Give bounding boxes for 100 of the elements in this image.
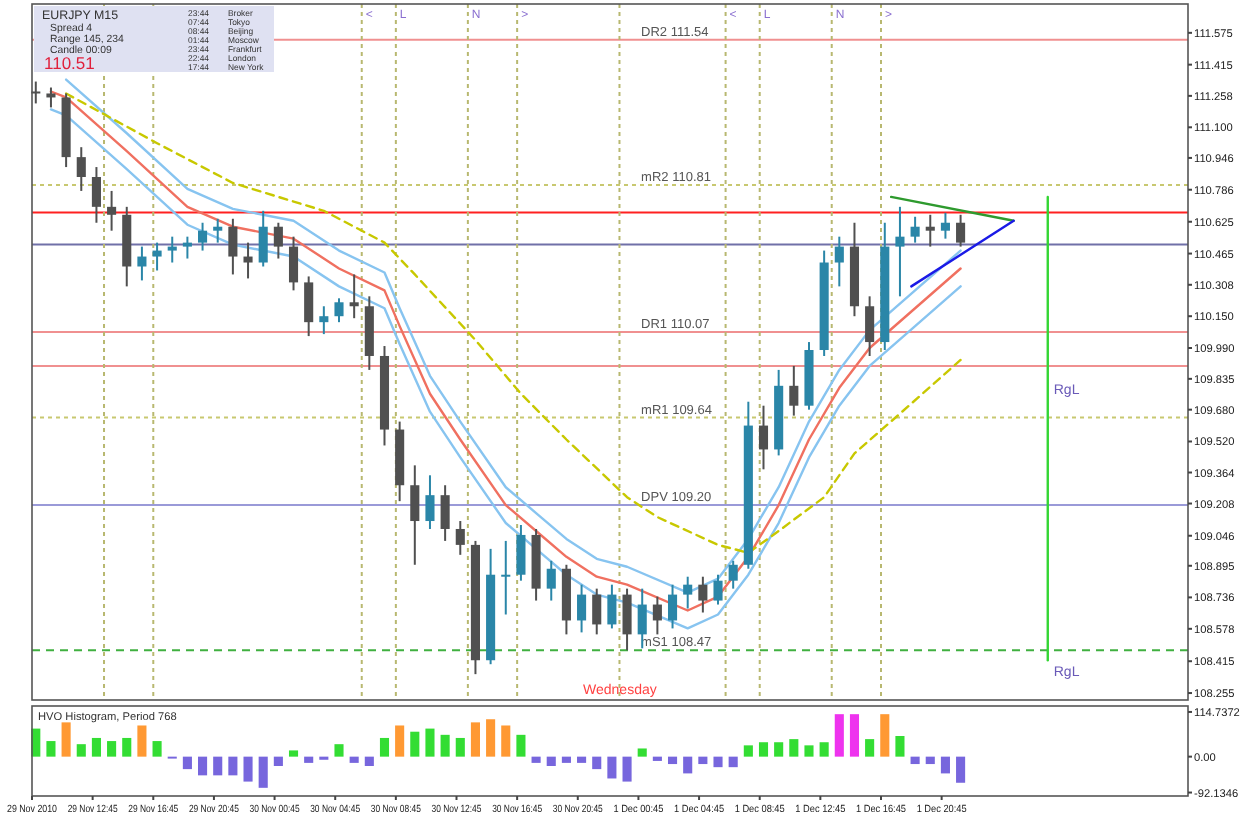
bar (395, 725, 405, 757)
candlestick (213, 217, 223, 244)
bar (46, 741, 56, 757)
bar (743, 745, 753, 757)
bar (577, 756, 587, 763)
candlestick (910, 215, 920, 244)
candlestick (425, 474, 435, 530)
bar (379, 737, 390, 757)
candlestick (577, 583, 587, 634)
candlestick (622, 587, 632, 652)
bar (622, 756, 632, 782)
bar (865, 739, 875, 757)
candlestick (334, 297, 344, 324)
bar (516, 734, 526, 757)
candlestick (516, 524, 526, 582)
candlestick (273, 221, 283, 260)
bar (152, 741, 162, 757)
candlestick (455, 520, 465, 556)
candlestick (834, 235, 844, 288)
bar (698, 756, 708, 765)
bar (304, 756, 314, 763)
bar (198, 756, 208, 776)
bar (243, 756, 253, 782)
bar (410, 731, 420, 757)
candlestick (728, 559, 738, 590)
bar (819, 742, 829, 757)
bar (728, 756, 738, 768)
candlestick (667, 583, 678, 630)
candlestick (440, 484, 450, 542)
candlestick (956, 213, 966, 248)
bar (910, 756, 920, 765)
candlestick (349, 273, 359, 320)
candlestick (789, 364, 799, 417)
candlestick (258, 209, 268, 268)
candlestick (319, 305, 329, 336)
bar (683, 756, 693, 774)
candlestick (683, 575, 693, 610)
candlestick (501, 539, 511, 616)
bar (758, 742, 769, 757)
candlestick (410, 464, 420, 566)
bar (273, 756, 283, 766)
candlestick (607, 583, 617, 630)
candlestick (546, 559, 556, 602)
bar (607, 756, 617, 779)
bar (880, 714, 890, 757)
bar (834, 714, 844, 757)
bar (455, 737, 465, 757)
candlestick (925, 213, 935, 248)
bar (501, 725, 511, 757)
bar (774, 742, 784, 757)
candlestick (652, 595, 662, 636)
bar (107, 741, 117, 757)
candlestick (228, 217, 238, 276)
bar (531, 756, 541, 763)
bar (122, 737, 132, 757)
bar (425, 728, 435, 757)
bar (486, 719, 496, 757)
candlestick (637, 587, 647, 650)
candlestick (698, 575, 708, 614)
candlestick (895, 205, 905, 298)
candlestick (288, 235, 299, 292)
bar (76, 744, 86, 757)
bar (956, 756, 966, 783)
bar (592, 756, 602, 770)
bar (546, 756, 556, 766)
candlestick (46, 86, 56, 109)
bar (804, 745, 814, 757)
bar (349, 756, 359, 763)
candlestick (182, 235, 192, 260)
candlestick (592, 587, 602, 636)
candlestick (137, 245, 147, 282)
bar (849, 714, 860, 757)
candlestick (198, 221, 208, 252)
bar (925, 756, 935, 765)
candlestick (167, 235, 177, 264)
candlestick (304, 275, 314, 338)
bar (334, 744, 344, 757)
bar (61, 722, 71, 757)
bar (213, 756, 223, 776)
candlestick (243, 241, 253, 280)
bar (137, 725, 147, 757)
bar (182, 756, 192, 770)
bar (713, 756, 723, 768)
bar (470, 722, 480, 757)
bar (940, 756, 950, 774)
bar (228, 756, 238, 776)
candlestick (76, 146, 86, 192)
bar (91, 737, 101, 757)
bar (440, 734, 450, 757)
annotation: 110.51 (44, 53, 96, 73)
bar (364, 756, 374, 766)
bar (789, 739, 799, 757)
bar (288, 750, 299, 757)
candlestick (865, 295, 875, 357)
bar (561, 756, 571, 763)
bar (895, 736, 905, 757)
bar (667, 756, 678, 765)
candlestick (91, 166, 101, 224)
candlestick (940, 211, 950, 240)
candlestick (758, 404, 769, 471)
